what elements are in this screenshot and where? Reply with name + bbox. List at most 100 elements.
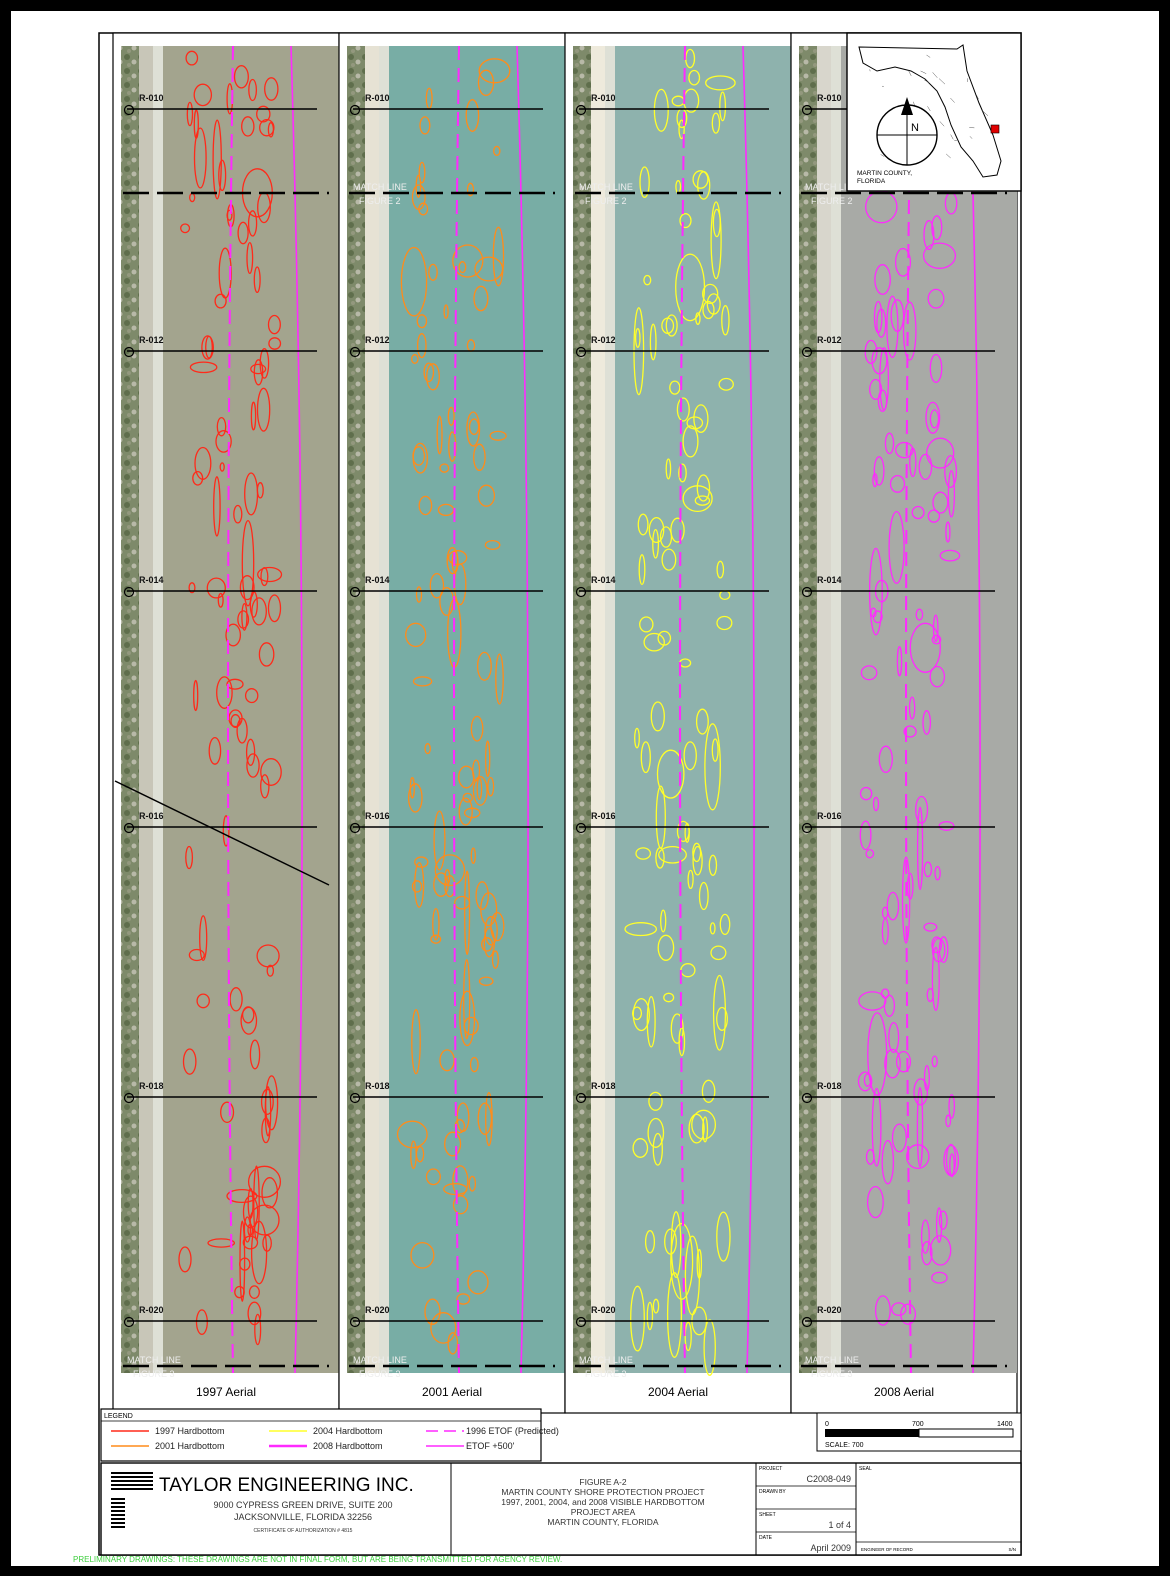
figure-title-line: 1997, 2001, 2004, and 2008 VISIBLE HARDB… [501, 1497, 705, 1507]
hardbottom-outline [466, 411, 481, 447]
hardbottom-outline [695, 708, 709, 735]
hardbottom-outline [663, 992, 675, 1003]
hardbottom-outline [477, 1102, 493, 1135]
hardbottom-outline [213, 476, 221, 537]
hardbottom-outline [916, 806, 924, 891]
county-boundary [932, 72, 938, 78]
beach-band [365, 46, 379, 1373]
surf-band [831, 46, 841, 1373]
hardbottom-outline [241, 1006, 255, 1024]
hardbottom-outline [418, 161, 426, 184]
hardbottom-outline [716, 1006, 728, 1031]
range-label: R-010 [139, 93, 164, 103]
hardbottom-outline [864, 339, 878, 365]
hardbottom-outline [634, 328, 641, 348]
range-label: R-016 [139, 811, 164, 821]
hardbottom-outline [929, 409, 940, 429]
panel-caption: 1997 Aerial [196, 1385, 256, 1399]
hardbottom-outline [931, 215, 943, 241]
etof-500-line [516, 45, 529, 1374]
drawn-by-label: DRAWN BY [759, 1489, 786, 1495]
hardbottom-outline [909, 447, 917, 478]
hardbottom-outline [716, 1211, 731, 1262]
hardbottom-outline [424, 743, 431, 755]
hardbottom-outline [484, 539, 501, 551]
match-line-label: MATCH LINE [353, 182, 407, 192]
hardbottom-outline [652, 1298, 660, 1314]
legend-label: 2001 Hardbottom [155, 1441, 225, 1451]
hardbottom-outline [452, 244, 484, 278]
hardbottom-outline [493, 145, 501, 157]
hardbottom-outline [418, 495, 433, 516]
drawing-canvas: MATCH LINE FIGURE 3 R-010 R-012 R-014 R-016 R-… [98, 32, 1022, 1556]
hardbottom-outline [226, 1188, 258, 1204]
hardbottom-outline [410, 354, 419, 364]
hardbottom-outline [195, 1309, 208, 1335]
match-line-figure-label: FIGURE 2 [585, 196, 627, 206]
hardbottom-outline [658, 845, 687, 864]
hardbottom-outline [696, 1248, 703, 1279]
hardbottom-outline [212, 119, 222, 200]
hardbottom-outline [687, 869, 694, 890]
hardbottom-outline [241, 602, 248, 631]
hardbottom-outline [865, 848, 875, 859]
hardbottom-outline [222, 815, 230, 847]
scale-bar-white [918, 1428, 1014, 1438]
hardbottom-outline [643, 274, 652, 286]
hardbottom-outline [410, 1140, 417, 1170]
scale-tick-700: 700 [912, 1421, 924, 1428]
hardbottom-outline [426, 363, 440, 391]
hardbottom-outline [248, 1285, 260, 1299]
hardbottom-outline [718, 377, 734, 391]
hardbottom-outline [640, 741, 651, 774]
hardbottom-outline [888, 510, 905, 584]
hardbottom-outline [247, 1301, 262, 1326]
hardbottom-outline [638, 554, 646, 586]
hardbottom-outline [889, 474, 906, 493]
hardbottom-outline [931, 946, 940, 1012]
date-label: DATE [759, 1535, 773, 1541]
hardbottom-outline [464, 870, 471, 955]
scale-tick-1400: 1400 [997, 1421, 1013, 1428]
hardbottom-outline [863, 1073, 872, 1087]
hardbottom-outline [903, 725, 917, 738]
range-label: R-010 [365, 93, 390, 103]
hardbottom-outline [201, 335, 214, 360]
hardbottom-outline [254, 1313, 262, 1346]
water-band [841, 46, 1017, 1373]
hardbottom-outline [688, 1113, 705, 1144]
hardbottom-outline [468, 1175, 477, 1192]
hardbottom-outline [260, 567, 269, 587]
hardbottom-outline [688, 69, 701, 86]
hardbottom-outline [886, 891, 900, 921]
hardbottom-outline [477, 484, 496, 507]
match-line-figure-label: FIGURE 2 [811, 196, 853, 206]
hardbottom-outline [258, 642, 275, 667]
hardbottom-outline [909, 622, 941, 673]
hardbottom-outline [872, 796, 880, 812]
hardbottom-outline [881, 1139, 895, 1185]
hardbottom-outline [239, 1220, 246, 1302]
range-label: R-014 [591, 575, 616, 585]
match-line-figure-label: FIGURE 3 [585, 1369, 627, 1379]
hardbottom-outlines-p1997 [178, 50, 283, 1346]
range-label: R-010 [591, 93, 616, 103]
hardbottom-outline [489, 430, 507, 441]
hardbottom-outline [182, 1048, 197, 1075]
locator-caption-1: MARTIN COUNTY, [857, 170, 912, 177]
hardbottom-outline [267, 594, 282, 623]
hardbottom-outline [432, 907, 440, 941]
hardbottom-outline [646, 996, 656, 1048]
legend-label: 2008 Hardbottom [313, 1441, 383, 1451]
hardbottom-outline [931, 936, 943, 954]
hardbottom-outline [926, 437, 955, 469]
hardbottom-outline [243, 1216, 252, 1243]
hardbottom-outline [256, 105, 271, 123]
monument-marker [123, 586, 135, 598]
hardbottom-outline [492, 226, 505, 287]
figure-title-line: MARTIN COUNTY, FLORIDA [547, 1517, 658, 1527]
match-line-figure-label: FIGURE 3 [133, 1369, 175, 1379]
county-boundary [880, 154, 885, 157]
hardbottom-outline [472, 775, 488, 806]
hardbottom-outline [193, 679, 199, 712]
